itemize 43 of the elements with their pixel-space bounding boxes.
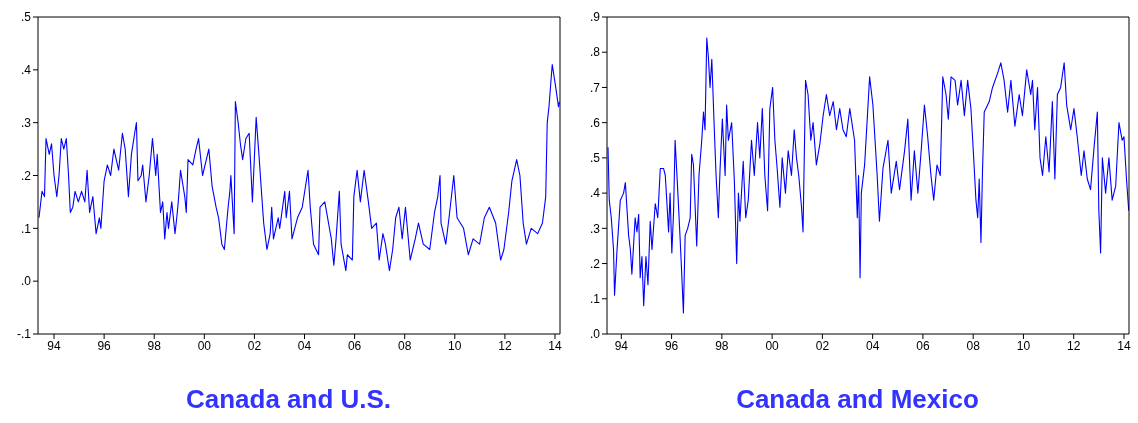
- x-tick-label: 94: [614, 338, 629, 353]
- y-tick-label: .4: [20, 63, 32, 78]
- text: Canada and U.S.: [185, 384, 392, 415]
- x-tick-label: 06: [916, 338, 930, 353]
- x-tick-label: 96: [97, 338, 112, 353]
- x-tick-label: 06: [347, 338, 362, 353]
- y-tick-label: .4: [589, 186, 601, 201]
- y-tick-label: .7: [589, 80, 601, 95]
- y-tick-label: .3: [589, 221, 601, 236]
- x-tick-label: 98: [715, 338, 729, 353]
- x-tick-label: 10: [448, 338, 462, 353]
- y-tick-label: .8: [589, 45, 601, 60]
- x-tick-label: 94: [47, 338, 62, 353]
- y-tick-label: .1: [20, 221, 32, 236]
- x-tick-label: 14: [548, 338, 562, 353]
- y-tick-label: .0: [589, 327, 601, 342]
- x-tick-label: 12: [1067, 338, 1081, 353]
- y-tick-label: .5: [589, 151, 601, 166]
- y-tick-label: -.1: [16, 327, 32, 342]
- x-tick-label: 14: [1117, 338, 1131, 353]
- line-series: [607, 37, 1129, 314]
- y-tick-label: .0: [20, 274, 32, 289]
- y-tick-label: .6: [589, 115, 601, 130]
- x-tick-label: 10: [1016, 338, 1031, 353]
- y-tick-label: .5: [20, 10, 32, 25]
- y-tick-label: .1: [589, 292, 601, 307]
- x-tick-label: 02: [247, 338, 262, 353]
- text: Canada and Mexico: [736, 384, 979, 415]
- y-tick-label: .2: [20, 168, 32, 183]
- x-tick-label: 04: [297, 338, 312, 353]
- y-tick-label: .9: [589, 10, 601, 25]
- x-tick-label: 98: [147, 338, 162, 353]
- y-tick-label: .3: [20, 115, 32, 130]
- x-tick-label: 12: [498, 338, 512, 353]
- x-tick-label: 08: [398, 338, 412, 353]
- x-tick-label: 04: [865, 338, 880, 353]
- x-tick-label: 02: [815, 338, 830, 353]
- x-tick-label: 08: [966, 338, 981, 353]
- line-series: [38, 64, 560, 272]
- x-tick-label: 00: [197, 338, 212, 353]
- y-tick-label: .2: [589, 256, 601, 271]
- x-tick-label: 00: [765, 338, 780, 353]
- x-tick-label: 96: [664, 338, 679, 353]
